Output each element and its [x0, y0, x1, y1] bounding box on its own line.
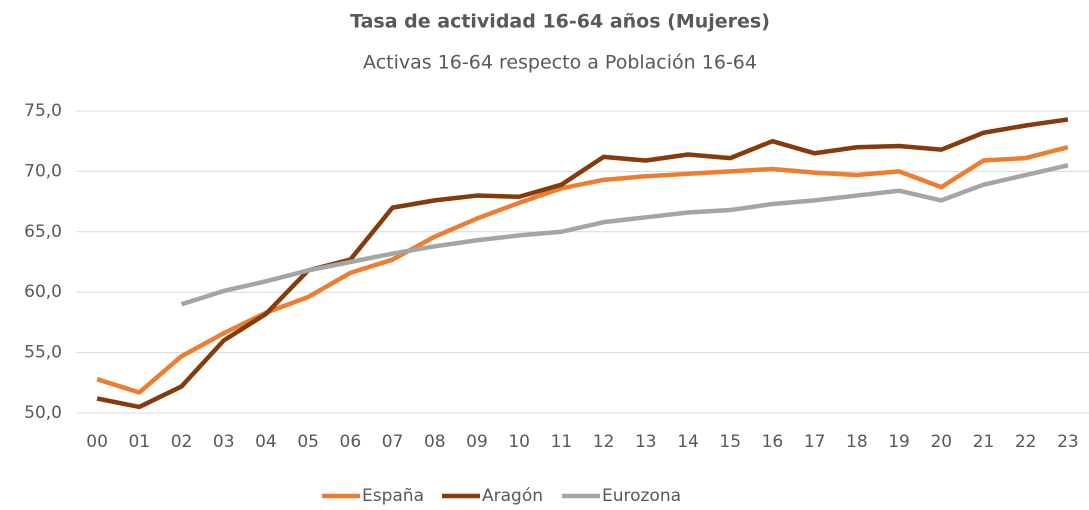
x-tick-label: 14: [677, 432, 699, 452]
x-tick-label: 04: [255, 432, 277, 452]
chart-title: Tasa de actividad 16-64 años (Mujeres): [350, 11, 770, 33]
series-line: [96, 145, 1069, 395]
x-tick-label: 01: [128, 432, 150, 452]
x-tick-label: 05: [297, 432, 319, 452]
x-tick-label: 09: [466, 432, 488, 452]
x-tick-label: 12: [593, 432, 615, 452]
x-tick-label: 08: [424, 432, 446, 452]
x-tick-label: 03: [213, 432, 235, 452]
x-tick-label: 06: [340, 432, 362, 452]
chart-subtitle: Activas 16-64 respecto a Población 16-64: [363, 52, 757, 74]
series-line: [180, 163, 1069, 307]
x-tick-label: 17: [804, 432, 826, 452]
x-tick-label: 13: [635, 432, 657, 452]
legend-label: Aragón: [482, 486, 543, 506]
x-tick-label: 22: [1015, 432, 1037, 452]
x-tick-label: 00: [86, 432, 108, 452]
y-tick-label: 55,0: [24, 343, 62, 363]
x-tick-label: 18: [846, 432, 868, 452]
x-tick-label: 20: [930, 432, 952, 452]
x-tick-label: 10: [508, 432, 530, 452]
x-tick-label: 15: [719, 432, 741, 452]
x-tick-label: 21: [973, 432, 995, 452]
x-tick-label: 11: [551, 432, 573, 452]
y-tick-label: 70,0: [24, 161, 62, 181]
legend-label: Eurozona: [602, 486, 681, 506]
series-line: [96, 117, 1069, 410]
y-tick-label: 60,0: [24, 282, 62, 302]
y-tick-label: 75,0: [24, 101, 62, 121]
x-tick-label: 23: [1057, 432, 1079, 452]
x-tick-label: 07: [382, 432, 404, 452]
y-tick-label: 65,0: [24, 222, 62, 242]
x-tick-label: 19: [888, 432, 910, 452]
x-tick-label: 16: [762, 432, 784, 452]
x-tick-label: 02: [171, 432, 193, 452]
legend-label: España: [362, 486, 424, 506]
y-tick-label: 50,0: [24, 403, 62, 423]
